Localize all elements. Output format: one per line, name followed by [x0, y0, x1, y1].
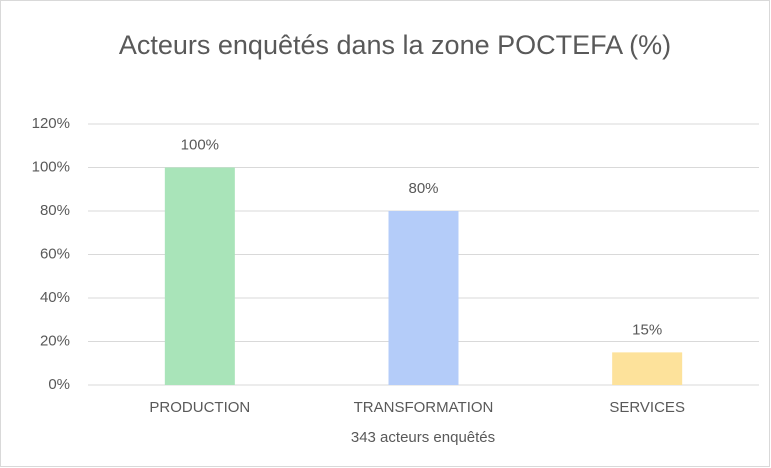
- y-tick-label: 100%: [32, 158, 70, 175]
- data-label: 80%: [408, 180, 438, 197]
- bar: [164, 167, 235, 385]
- bar: [388, 211, 459, 385]
- x-tick-label: PRODUCTION: [149, 399, 250, 416]
- y-tick-label: 0%: [48, 376, 70, 393]
- data-label: 100%: [181, 136, 219, 153]
- y-tick-label: 80%: [40, 202, 70, 219]
- x-tick-label: SERVICES: [609, 399, 685, 416]
- data-label: 15%: [632, 321, 662, 338]
- y-tick-label: 40%: [40, 289, 70, 306]
- y-tick-label: 20%: [40, 332, 70, 349]
- x-axis-label: 343 acteurs enquêtés: [351, 429, 495, 446]
- chart-title: Acteurs enquêtés dans la zone POCTEFA (%…: [118, 30, 672, 60]
- x-tick-label: TRANSFORMATION: [354, 399, 494, 416]
- bar: [612, 352, 683, 385]
- y-tick-label: 60%: [40, 245, 70, 262]
- y-tick-label: 120%: [32, 115, 70, 132]
